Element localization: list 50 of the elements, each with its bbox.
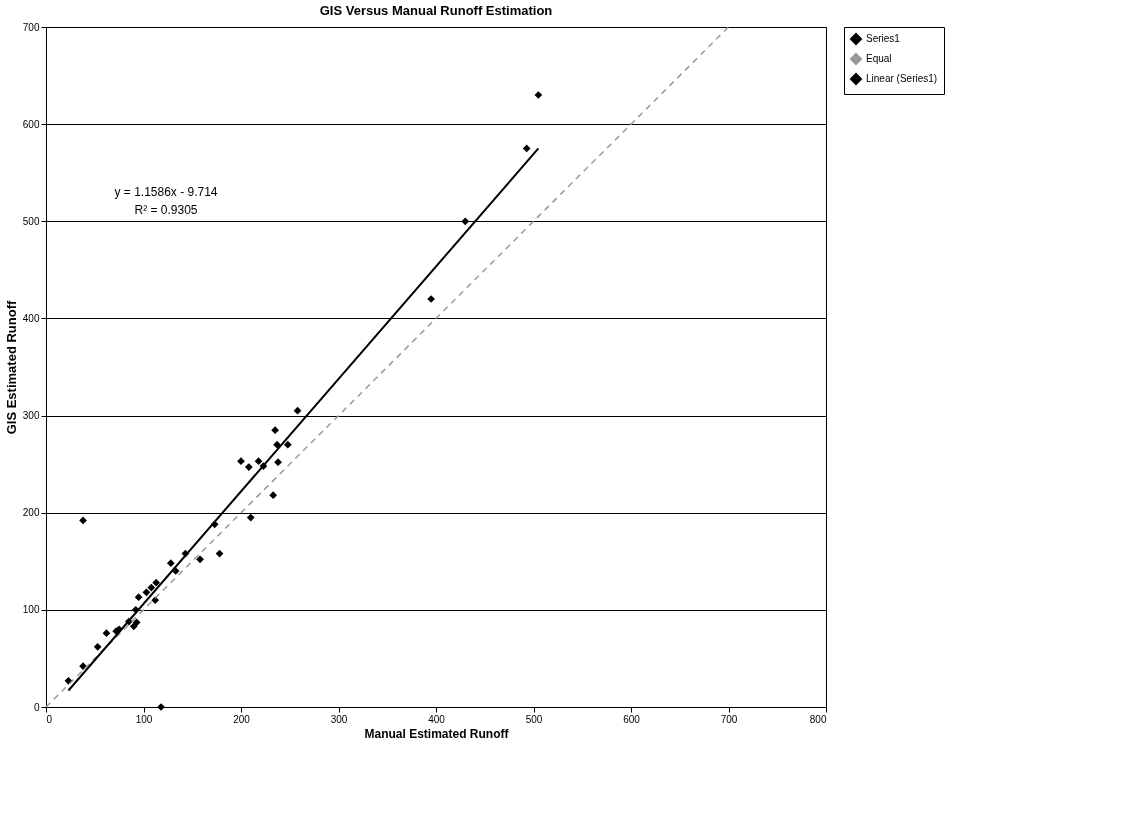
point — [93, 642, 102, 651]
x-axis-title: Manual Estimated Runoff — [364, 726, 510, 741]
point — [271, 426, 279, 435]
point — [269, 491, 278, 500]
point — [244, 463, 253, 471]
point — [196, 555, 204, 564]
y-tick-label: 100 — [22, 604, 40, 616]
point — [254, 457, 263, 466]
x-tick-label: 300 — [330, 713, 348, 725]
annotation: R² = 0.9305 — [134, 203, 198, 217]
point — [152, 578, 161, 587]
x-tick-label: 400 — [428, 713, 446, 725]
point — [461, 217, 470, 226]
y-tick-label: 400 — [22, 312, 40, 324]
point — [132, 618, 141, 627]
legend-label: Series1 — [866, 33, 901, 44]
y-tick-label: 600 — [22, 118, 40, 130]
chart-title: GIS Versus Manual Runoff Estimation — [319, 3, 553, 18]
y-tick-label: 200 — [22, 507, 40, 519]
legend-label: Linear (Series1) — [866, 73, 938, 84]
x-tick-label: 700 — [720, 713, 738, 725]
x-tick-label: 500 — [525, 713, 543, 725]
point — [142, 588, 151, 597]
point — [283, 440, 292, 449]
x-tick-label: 200 — [233, 713, 251, 725]
annotation: y = 1.1586x - 9.714 — [114, 185, 218, 199]
y-tick-label: 0 — [33, 701, 40, 713]
x-tick-label: 800 — [809, 713, 827, 725]
x-tick-label: 0 — [46, 713, 53, 725]
point — [237, 457, 245, 466]
y-axis-title: GIS Estimated Runoff — [3, 300, 19, 435]
point — [522, 144, 531, 153]
point — [79, 516, 87, 525]
point — [147, 583, 156, 592]
point — [134, 593, 143, 602]
x-tick-label: 100 — [135, 713, 153, 725]
point — [166, 559, 175, 568]
point — [534, 91, 543, 99]
y-tick-label: 300 — [22, 410, 40, 422]
y-tick-label: 500 — [22, 215, 40, 227]
legend-label: Equal — [866, 53, 892, 64]
point — [64, 676, 73, 685]
point — [246, 513, 255, 522]
point — [79, 662, 87, 671]
x-tick-label: 600 — [623, 713, 641, 725]
point — [293, 406, 302, 415]
point — [274, 458, 282, 467]
y-tick-label: 700 — [22, 21, 40, 33]
point — [273, 440, 281, 449]
point — [102, 629, 111, 638]
